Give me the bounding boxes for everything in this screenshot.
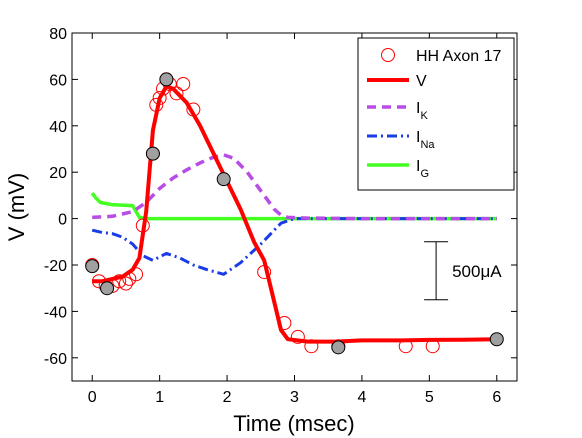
y-tick-label: -40 — [44, 304, 67, 321]
x-tick-label: 4 — [357, 389, 366, 406]
y-tick-label: -60 — [44, 351, 67, 368]
y-axis-label: V (mV) — [4, 173, 29, 241]
hh-data-point — [149, 97, 164, 112]
x-tick-label: 0 — [88, 389, 97, 406]
hh-data-point — [398, 339, 413, 354]
hh-data-point — [257, 264, 272, 279]
x-axis: 0 1 2 3 4 5 6 — [88, 33, 501, 406]
x-axis-label: Time (msec) — [233, 411, 354, 436]
legend-subscript-IK: K — [420, 110, 428, 122]
series-lines — [90, 84, 497, 344]
hh-data-point — [129, 267, 144, 282]
hh-data-point — [169, 86, 184, 101]
hh-data-point — [118, 276, 133, 291]
hh-data-point — [186, 102, 201, 117]
y-axis: -60 -40 -20 0 20 40 60 80 — [44, 26, 517, 368]
scale-bar: 500μA — [424, 241, 502, 301]
sample-point — [331, 340, 346, 355]
hh-data-point — [112, 274, 127, 289]
sample-point — [85, 259, 100, 274]
y-tick-label: 20 — [49, 165, 67, 182]
hh-data-point — [152, 90, 167, 105]
y-tick-label: -20 — [44, 258, 67, 275]
legend-label-V: V — [416, 73, 427, 90]
legend-label-hh: HH Axon 17 — [416, 48, 501, 65]
sample-point — [489, 332, 504, 347]
x-tick-label: 6 — [492, 389, 501, 406]
y-tick-label: 40 — [49, 119, 67, 136]
markers — [85, 72, 504, 355]
series-V-line — [92, 84, 497, 344]
x-tick-label: 3 — [290, 389, 299, 406]
series-INa-line — [91, 217, 497, 276]
x-tick-label: 1 — [155, 389, 164, 406]
sample-point — [159, 72, 174, 87]
hh-data-point — [425, 339, 440, 354]
legend-subscript-INa: Na — [420, 139, 435, 151]
hh-data-point — [290, 329, 305, 344]
hh-data-point — [277, 316, 292, 330]
scale-bar-label: 500μA — [452, 262, 502, 281]
legend-subscript-IG: G — [420, 168, 429, 180]
hh-data-point — [135, 218, 150, 233]
sample-point — [100, 281, 115, 296]
sample-point — [216, 172, 231, 187]
hh-data-point — [304, 339, 319, 354]
y-tick-label: 0 — [58, 212, 67, 229]
x-tick-label: 5 — [425, 389, 434, 406]
y-tick-label: 60 — [49, 72, 67, 89]
y-tick-label: 80 — [49, 26, 67, 43]
x-tick-label: 2 — [223, 389, 232, 406]
sample-point — [145, 146, 160, 161]
legend-marker-hh — [381, 48, 395, 62]
hh-data-point — [176, 77, 191, 92]
series-IG-line — [90, 192, 497, 221]
